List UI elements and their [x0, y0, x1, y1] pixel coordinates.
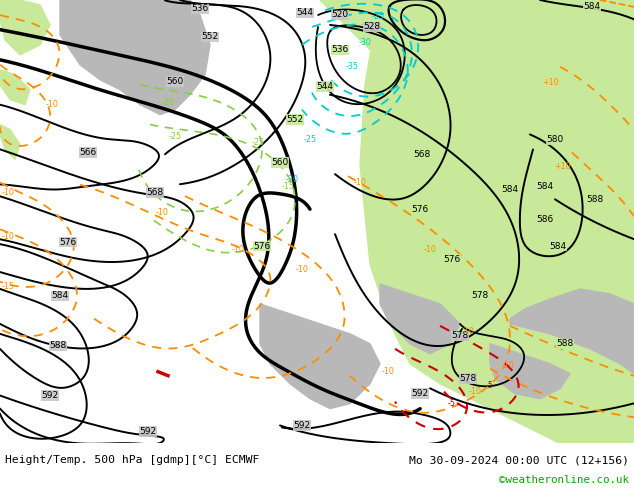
Text: -25: -25	[169, 132, 181, 141]
Text: 576: 576	[60, 238, 77, 246]
Polygon shape	[395, 0, 634, 284]
Text: 552: 552	[287, 115, 304, 124]
Text: -25: -25	[372, 12, 385, 22]
Text: 568: 568	[146, 188, 164, 197]
Text: 584: 584	[583, 2, 600, 11]
Text: -10: -10	[1, 188, 15, 197]
Text: 588: 588	[49, 342, 67, 350]
Text: -10: -10	[462, 327, 474, 336]
Text: 588: 588	[557, 339, 574, 348]
Text: ©weatheronline.co.uk: ©weatheronline.co.uk	[499, 475, 629, 485]
Text: -5: -5	[448, 399, 456, 408]
Text: 568: 568	[413, 150, 430, 159]
Text: -35: -35	[346, 62, 358, 71]
Text: 584: 584	[51, 292, 68, 300]
Text: -10: -10	[501, 361, 514, 370]
Text: -10: -10	[1, 232, 15, 241]
Polygon shape	[490, 344, 570, 398]
Text: 528: 528	[363, 23, 380, 31]
Text: 560: 560	[271, 158, 288, 167]
Text: 580: 580	[547, 135, 564, 144]
Text: 584: 584	[501, 185, 519, 194]
Text: 576: 576	[443, 255, 461, 264]
Text: -10: -10	[46, 100, 58, 109]
Text: -10: -10	[231, 245, 245, 254]
Text: -15: -15	[281, 182, 295, 191]
Text: -10: -10	[382, 367, 394, 376]
Text: 592: 592	[411, 389, 429, 398]
Text: 584: 584	[550, 242, 567, 251]
Text: 578: 578	[471, 292, 489, 300]
Text: 544: 544	[316, 82, 333, 91]
Text: 520: 520	[332, 10, 349, 20]
Text: -10: -10	[295, 265, 308, 273]
Text: 566: 566	[79, 148, 96, 157]
Text: -10: -10	[354, 178, 366, 187]
Text: 592: 592	[139, 427, 157, 436]
Polygon shape	[510, 289, 634, 374]
Text: -20: -20	[162, 98, 174, 107]
Text: -20: -20	[285, 175, 299, 184]
Polygon shape	[60, 0, 210, 115]
Text: 552: 552	[202, 32, 219, 41]
Text: 536: 536	[191, 4, 209, 13]
Polygon shape	[320, 0, 510, 75]
Text: -10: -10	[469, 387, 481, 396]
Polygon shape	[440, 0, 520, 40]
Text: -25: -25	[252, 138, 264, 147]
Text: 576: 576	[411, 205, 429, 214]
Text: -10: -10	[155, 208, 169, 217]
Polygon shape	[360, 0, 634, 443]
Polygon shape	[260, 304, 380, 409]
Text: 544: 544	[297, 8, 313, 18]
Text: Height/Temp. 500 hPa [gdmp][°C] ECMWF: Height/Temp. 500 hPa [gdmp][°C] ECMWF	[5, 455, 259, 466]
Text: 584: 584	[536, 182, 553, 191]
Text: 592: 592	[41, 391, 58, 400]
Text: -5: -5	[486, 381, 494, 390]
Text: +10: +10	[541, 78, 559, 87]
Polygon shape	[0, 124, 20, 159]
Text: 576: 576	[254, 242, 271, 251]
Text: 560: 560	[166, 77, 184, 86]
Text: Mo 30-09-2024 00:00 UTC (12+156): Mo 30-09-2024 00:00 UTC (12+156)	[409, 455, 629, 466]
Text: -30: -30	[359, 38, 372, 48]
Text: 578: 578	[451, 331, 469, 341]
Text: -10: -10	[424, 245, 436, 254]
Text: -15: -15	[1, 281, 15, 291]
Text: 586: 586	[536, 215, 553, 224]
Polygon shape	[0, 0, 50, 55]
Text: 578: 578	[460, 374, 477, 383]
Polygon shape	[0, 70, 30, 105]
Text: +10: +10	[553, 162, 571, 171]
Text: 536: 536	[332, 46, 349, 54]
Text: -25: -25	[304, 135, 316, 144]
Polygon shape	[380, 284, 460, 354]
Text: 592: 592	[294, 421, 311, 430]
Text: 588: 588	[586, 195, 604, 204]
